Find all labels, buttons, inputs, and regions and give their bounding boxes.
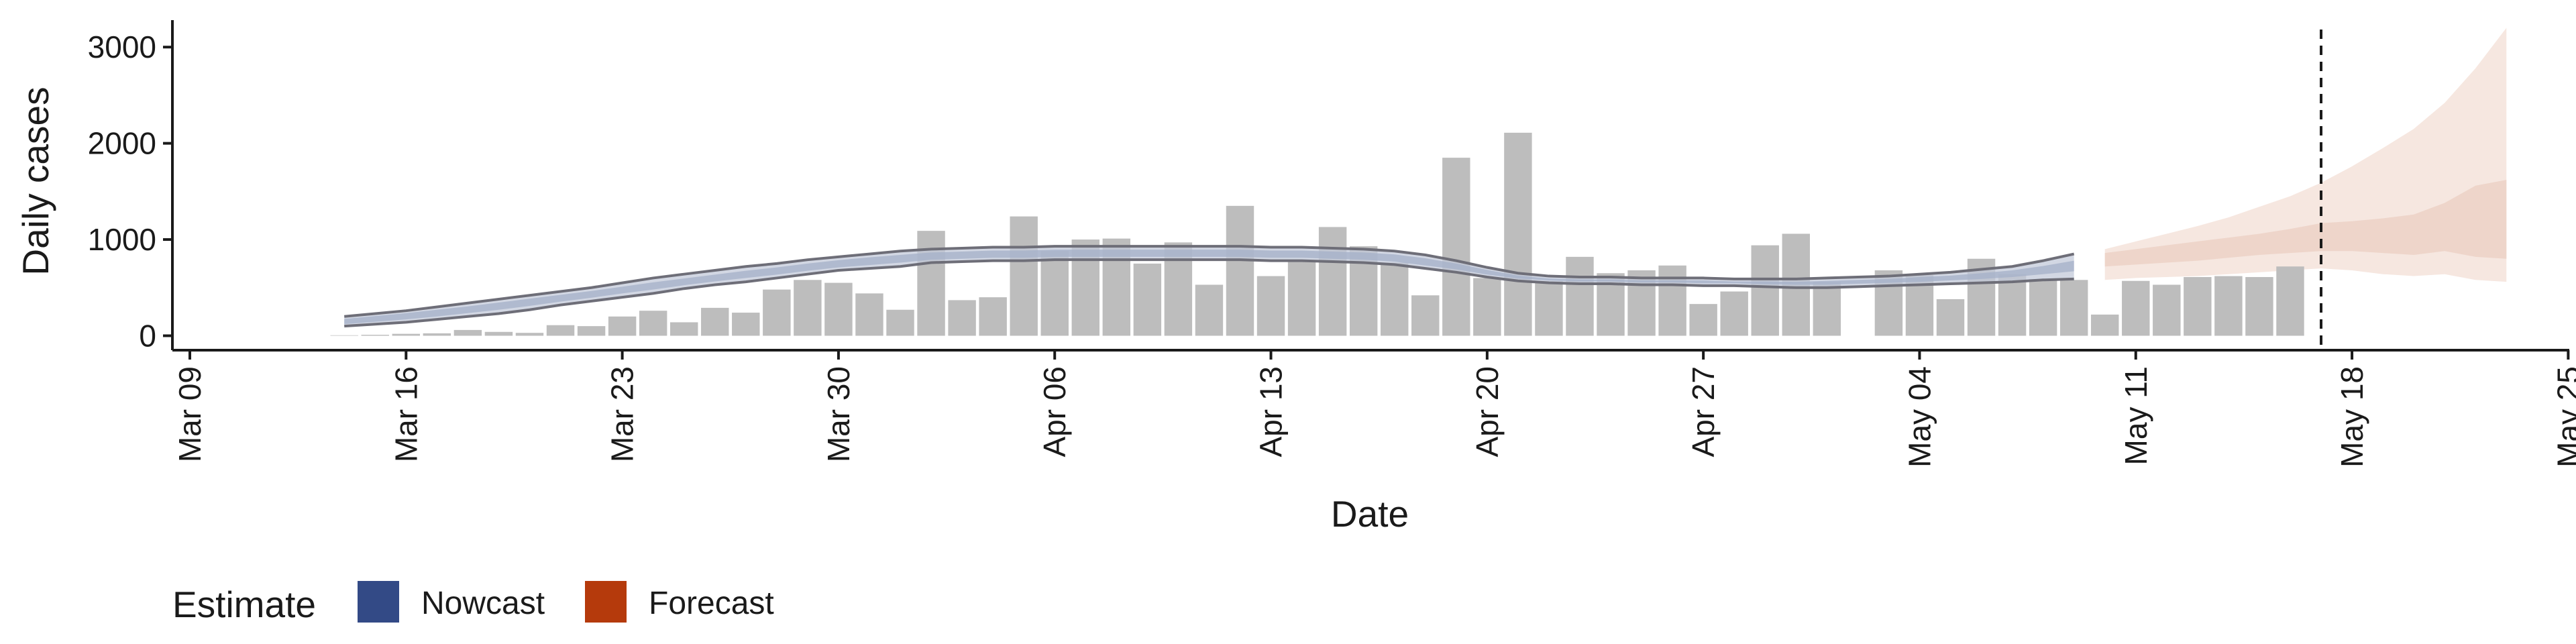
- x-tick-label: Mar 16: [388, 366, 423, 462]
- nowcast-upper-line: [344, 245, 2075, 318]
- axes: 0 1000 2000 3000 Mar 09 Mar 16 Mar 23 Mar 30 Ap…: [88, 20, 2576, 468]
- case-bar: [577, 326, 606, 336]
- legend-label-nowcast: Nowcast: [421, 586, 545, 621]
- x-ticks: Mar 09 Mar 16 Mar 23 Mar 30 Apr 06 Apr 13 Apr …: [172, 350, 2576, 468]
- y-axis-title: Daily cases: [15, 87, 56, 275]
- case-bar: [794, 280, 822, 336]
- legend-swatch-forecast: [585, 581, 627, 623]
- case-bar: [1813, 282, 1841, 336]
- case-bar: [515, 333, 544, 336]
- case-bar: [1411, 295, 1440, 336]
- nowcast-lower-line: [344, 258, 2074, 328]
- case-bar: [701, 307, 729, 336]
- case-bar: [639, 311, 667, 336]
- x-tick-label: Apr 06: [1037, 366, 1072, 458]
- x-axis-title: Date: [1331, 493, 1409, 535]
- x-tick-label: Apr 13: [1254, 366, 1289, 458]
- case-bar: [948, 300, 976, 336]
- case-bar: [917, 231, 945, 336]
- legend: Estimate Nowcast Forecast: [172, 581, 774, 625]
- case-bar: [763, 289, 791, 336]
- case-bar: [2059, 280, 2088, 336]
- x-tick-label: May 18: [2334, 366, 2369, 468]
- case-bar: [453, 329, 482, 336]
- case-bar: [2090, 314, 2119, 336]
- case-bar: [1751, 245, 1779, 336]
- case-bar: [886, 309, 914, 336]
- x-tick-label: Apr 20: [1470, 366, 1505, 458]
- case-bar: [1936, 299, 1965, 336]
- nowcast-ribbons: [344, 245, 2075, 328]
- case-bar: [1040, 251, 1069, 336]
- case-bar: [1535, 280, 1563, 336]
- case-bar: [979, 297, 1007, 336]
- case-bar: [2153, 284, 2181, 336]
- x-tick-label: Mar 09: [172, 366, 207, 462]
- y-tick-label: 2000: [88, 126, 156, 161]
- case-bar: [1720, 291, 1748, 336]
- legend-title: Estimate: [172, 584, 316, 625]
- nowcast-inner-ribbon: [344, 250, 2074, 325]
- case-bar: [855, 293, 883, 336]
- case-bar: [669, 322, 698, 336]
- x-tick-label: May 25: [2551, 366, 2576, 468]
- case-bars: [330, 132, 2304, 336]
- y-tick-label: 1000: [88, 222, 156, 257]
- case-bar: [1010, 216, 1038, 336]
- case-bar: [1689, 304, 1717, 336]
- nowcast-outer-ribbon: [344, 246, 2074, 327]
- x-tick-label: May 11: [2118, 366, 2153, 465]
- y-ticks: 0 1000 2000 3000: [88, 30, 172, 353]
- case-bar: [1133, 263, 1162, 336]
- case-bar: [1473, 278, 1501, 336]
- case-bar: [330, 335, 358, 336]
- x-tick-label: May 04: [1902, 366, 1937, 468]
- case-bar: [392, 333, 421, 336]
- legend-swatch-nowcast: [358, 581, 399, 623]
- case-bar: [2184, 276, 2212, 336]
- case-bar: [1442, 158, 1470, 336]
- case-bar: [1195, 284, 1224, 336]
- case-bar: [732, 313, 760, 336]
- case-bar: [2245, 276, 2273, 336]
- case-bar: [1658, 265, 1686, 336]
- case-bar: [484, 331, 513, 336]
- case-bar: [1226, 205, 1254, 336]
- case-bar: [1318, 227, 1347, 336]
- case-bar: [824, 282, 853, 336]
- case-bar: [1998, 274, 2027, 336]
- x-tick-label: Mar 23: [605, 366, 640, 462]
- legend-label-forecast: Forecast: [649, 586, 774, 621]
- x-tick-label: Mar 30: [821, 366, 856, 462]
- case-bar: [608, 316, 637, 336]
- case-bar: [1566, 256, 1594, 336]
- forecast-ribbons: [2104, 28, 2507, 282]
- case-bar: [1380, 262, 1409, 336]
- case-bar: [546, 325, 575, 336]
- case-bar: [423, 333, 451, 336]
- x-tick-label: Apr 27: [1686, 366, 1721, 458]
- y-tick-label: 3000: [88, 30, 156, 64]
- case-bar: [1504, 132, 1532, 336]
- y-tick-label: 0: [139, 318, 156, 353]
- forecast-inner-ribbon: [2104, 180, 2507, 267]
- case-bar: [1287, 260, 1316, 336]
- case-bar: [2214, 276, 2243, 336]
- case-bar: [2122, 280, 2150, 336]
- case-bar: [2029, 278, 2057, 336]
- case-bar: [1256, 276, 1285, 336]
- case-bar: [2276, 266, 2304, 336]
